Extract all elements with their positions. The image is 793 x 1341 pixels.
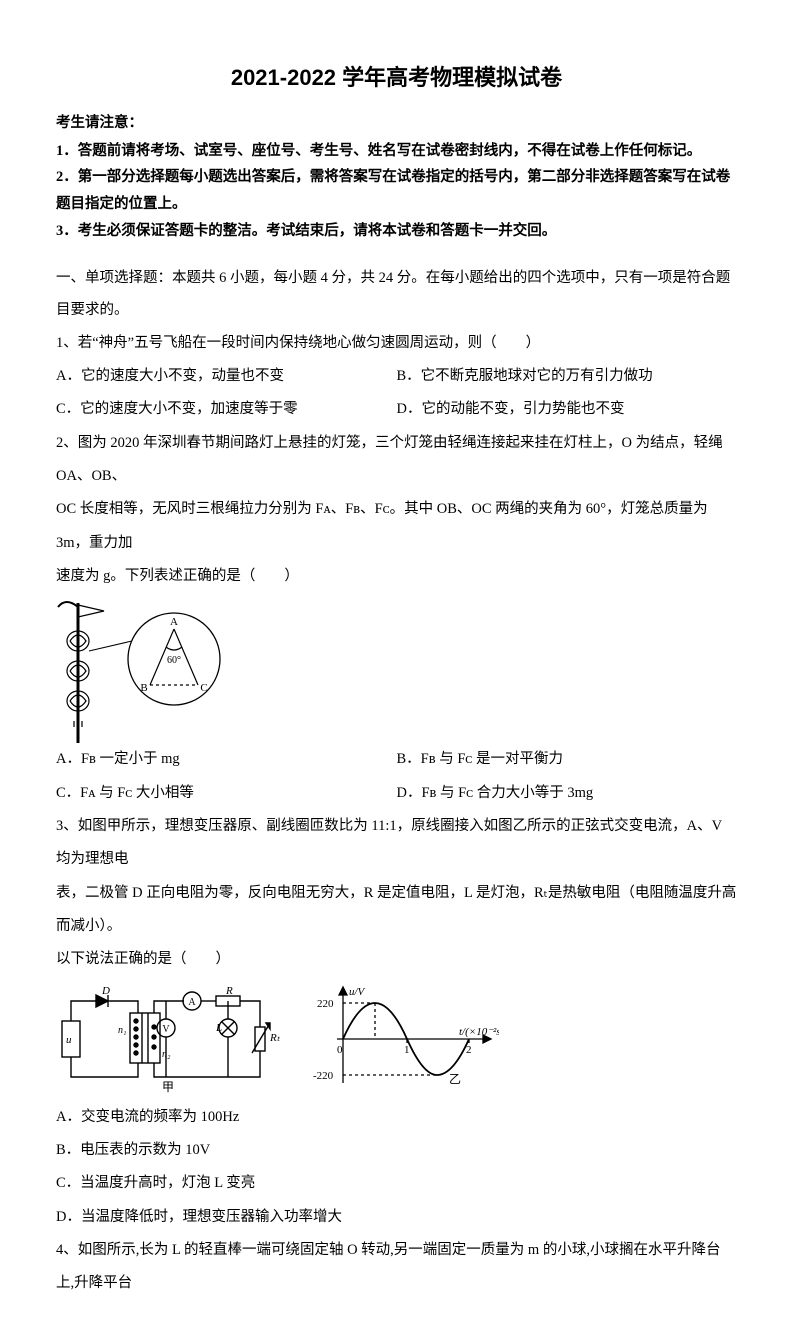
- label-V-meter: V: [162, 1024, 170, 1035]
- q1-option-d: D．它的动能不变，引力势能也不变: [397, 393, 738, 426]
- lantern-diagram-icon: A B C 60°: [56, 593, 236, 743]
- q1-options-row-1: A．它的速度大小不变，动量也不变 B．它不断克服地球对它的万有引力做功: [56, 360, 737, 393]
- q2-stem-3: 速度为 g。下列表述正确的是（ ）: [56, 560, 737, 593]
- graph-ylabel: u/V: [349, 986, 366, 998]
- graph-x2: 2: [466, 1044, 472, 1056]
- graph-xlabel: t/(×10⁻²s): [459, 1026, 499, 1038]
- notice-line-1: 1．答题前请将考场、试室号、座位号、考生号、姓名写在试卷密封线内，不得在试卷上作…: [56, 138, 737, 165]
- page-title: 2021-2022 学年高考物理模拟试卷: [56, 60, 737, 92]
- label-yi: 乙: [449, 1072, 461, 1086]
- q3-figures: D u n₁ n₂ A V R L Rₜ 甲: [56, 983, 737, 1093]
- q2-options-row-1: A．Fʙ 一定小于 mg B．Fʙ 与 Fᴄ 是一对平衡力: [56, 743, 737, 776]
- q3-option-d: D．当温度降低时，理想变压器输入功率增大: [56, 1201, 737, 1234]
- label-D: D: [101, 985, 110, 997]
- label-u: u: [66, 1034, 72, 1046]
- q1-options-row-2: C．它的速度大小不变，加速度等于零 D．它的动能不变，引力势能也不变: [56, 393, 737, 426]
- label-A: A: [170, 616, 178, 628]
- label-R: R: [225, 985, 233, 997]
- graph-ymin: -220: [313, 1070, 334, 1082]
- sine-wave-graph-icon: u/V 220 -220 0 1 2 t/(×10⁻²s) 乙: [309, 983, 499, 1093]
- q3-option-b: B．电压表的示数为 10V: [56, 1134, 737, 1167]
- label-angle: 60°: [167, 655, 181, 666]
- graph-x1: 1: [404, 1044, 410, 1056]
- q1-option-c: C．它的速度大小不变，加速度等于零: [56, 393, 397, 426]
- label-L: L: [215, 1022, 222, 1034]
- q3-stem-2: 表，二极管 D 正向电阻为零，反向电阻无穷大，R 是定值电阻，L 是灯泡，Rₜ是…: [56, 877, 737, 944]
- label-jia: 甲: [162, 1080, 174, 1093]
- section-1-heading: 一、单项选择题：本题共 6 小题，每小题 4 分，共 24 分。在每小题给出的四…: [56, 263, 737, 327]
- label-A-meter: A: [188, 997, 196, 1008]
- notice-line-3: 3．考生必须保证答题卡的整洁。考试结束后，请将本试卷和答题卡一并交回。: [56, 218, 737, 245]
- label-B: B: [140, 682, 147, 694]
- notice-line-2: 2．第一部分选择题每小题选出答案后，需将答案写在试卷指定的括号内，第二部分非选择…: [56, 164, 737, 218]
- label-n2: n₂: [162, 1049, 171, 1060]
- q3-stem-3: 以下说法正确的是（ ）: [56, 943, 737, 976]
- q2-option-c: C．Fᴀ 与 Fᴄ 大小相等: [56, 777, 397, 810]
- q3-option-a: A．交变电流的频率为 100Hz: [56, 1101, 737, 1134]
- q3-stem-1: 3、如图甲所示，理想变压器原、副线圈匝数比为 11:1，原线圈接入如图乙所示的正…: [56, 810, 737, 877]
- q2-stem-1: 2、图为 2020 年深圳春节期间路灯上悬挂的灯笼，三个灯笼由轻绳连接起来挂在灯…: [56, 427, 737, 494]
- q2-option-d: D．Fʙ 与 Fᴄ 合力大小等于 3mg: [397, 777, 738, 810]
- label-C: C: [200, 682, 207, 694]
- q1-option-b: B．它不断克服地球对它的万有引力做功: [397, 360, 738, 393]
- label-n1: n₁: [118, 1025, 126, 1036]
- notice-heading: 考生请注意：: [56, 110, 737, 138]
- q1-stem: 1、若“神舟”五号飞船在一段时间内保持绕地心做匀速圆周运动，则（ ）: [56, 327, 737, 360]
- q2-options-row-2: C．Fᴀ 与 Fᴄ 大小相等 D．Fʙ 与 Fᴄ 合力大小等于 3mg: [56, 777, 737, 810]
- exam-page: 2021-2022 学年高考物理模拟试卷 考生请注意： 1．答题前请将考场、试室…: [0, 0, 793, 1341]
- transformer-circuit-icon: D u n₁ n₂ A V R L Rₜ 甲: [56, 983, 281, 1093]
- q2-figure: A B C 60°: [56, 593, 737, 743]
- q1-option-a: A．它的速度大小不变，动量也不变: [56, 360, 397, 393]
- label-Rt: Rₜ: [269, 1032, 281, 1044]
- q2-option-b: B．Fʙ 与 Fᴄ 是一对平衡力: [397, 743, 738, 776]
- graph-x0: 0: [337, 1044, 343, 1056]
- graph-ymax: 220: [317, 998, 334, 1010]
- q2-stem-2: OC 长度相等，无风时三根绳拉力分别为 Fᴀ、Fʙ、Fᴄ。其中 OB、OC 两绳…: [56, 493, 737, 560]
- q4-stem: 4、如图所示,长为 L 的轻直棒一端可绕固定轴 O 转动,另一端固定一质量为 m…: [56, 1234, 737, 1301]
- q3-option-c: C．当温度升高时，灯泡 L 变亮: [56, 1167, 737, 1200]
- q2-option-a: A．Fʙ 一定小于 mg: [56, 743, 397, 776]
